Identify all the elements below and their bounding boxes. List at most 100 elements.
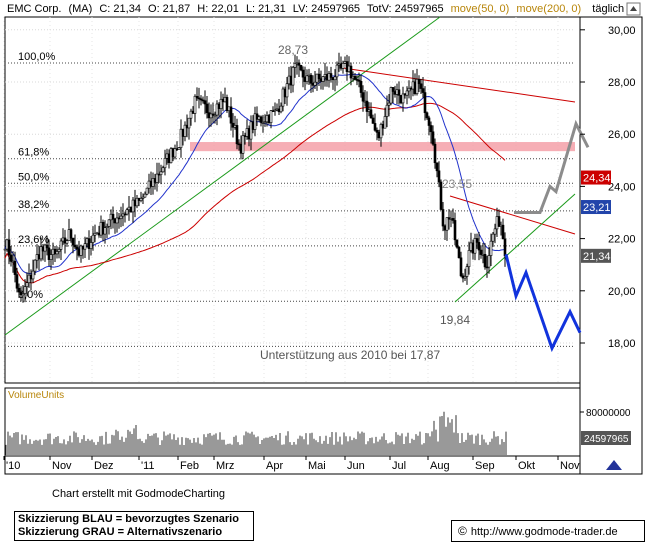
candle-body <box>15 274 19 289</box>
time-tick-label: Sep <box>475 460 495 472</box>
candle-body <box>229 106 233 124</box>
candle-body <box>31 270 35 280</box>
candle-body <box>211 113 215 116</box>
candle-body <box>121 213 125 217</box>
candle-body <box>441 209 445 227</box>
price-tag <box>581 170 611 185</box>
price-tick-label: 28,00 <box>608 77 636 89</box>
fib-label: 23,6% <box>18 234 49 246</box>
candle-body <box>193 95 197 114</box>
candle-body <box>269 110 273 123</box>
fib-label: 38,2% <box>18 199 49 211</box>
candle-body <box>389 87 393 104</box>
candle-body <box>473 238 477 254</box>
price-axis-frame <box>579 16 643 475</box>
candle-body <box>7 239 11 256</box>
time-tick-label: Mrz <box>216 460 234 472</box>
candle-body <box>497 216 501 227</box>
header-close: C: 21,34 <box>99 3 141 15</box>
candle-body <box>285 83 289 98</box>
candle-body <box>405 90 409 96</box>
candle-body <box>111 213 115 220</box>
time-tick-label: Okt <box>518 460 535 472</box>
candle-body <box>149 180 153 187</box>
fib-label: 0,0% <box>18 289 43 301</box>
candle-body <box>13 260 17 275</box>
candle-body <box>245 128 249 137</box>
time-tick-label: Jul <box>392 460 406 472</box>
candle-body <box>301 69 305 78</box>
fib-label: 100,0% <box>18 51 56 63</box>
source-text: © http://www.godmode-trader.de <box>458 524 618 538</box>
candle-body <box>55 251 59 255</box>
candle-body <box>135 197 139 207</box>
candle-body <box>81 245 85 250</box>
candle-body <box>445 217 449 231</box>
source-url[interactable]: http://www.godmode-trader.de <box>470 526 618 538</box>
candle-body <box>191 110 195 114</box>
scenario-blue-path <box>504 253 582 353</box>
candle-body <box>181 128 185 137</box>
candle-body <box>207 112 211 119</box>
candle-body <box>199 98 203 101</box>
candle-body <box>131 199 135 213</box>
price-tag-label: 21,34 <box>583 251 611 263</box>
candle-body <box>167 153 171 164</box>
candle-body <box>69 229 73 239</box>
header-open: O: 21,87 <box>148 3 190 15</box>
resistance-zone <box>190 142 575 152</box>
trendline-layer <box>4 16 576 336</box>
candle-body <box>359 81 363 93</box>
short-support-trendline <box>454 193 576 303</box>
navigator-icon[interactable] <box>606 460 622 470</box>
time-tick-label: Apr <box>266 460 283 472</box>
candle-body <box>385 104 389 117</box>
candle-body <box>305 75 309 82</box>
candle-body <box>237 143 241 146</box>
candle-body <box>253 113 257 130</box>
candle-body <box>133 199 137 207</box>
header-ma: (MA) <box>68 3 92 15</box>
scenario-legend: Skizzierung BLAU = bevorzugtes Szenario … <box>14 511 254 541</box>
ma200-line <box>4 102 506 284</box>
volume-label: VolumeUnits <box>8 390 64 401</box>
candle-body <box>457 246 461 259</box>
header-interval: täglich <box>592 3 624 15</box>
candle-body <box>17 287 21 293</box>
candle-body <box>109 213 113 221</box>
header-low: L: 21,31 <box>246 3 286 15</box>
candle-body <box>171 148 175 158</box>
candle-body <box>49 254 53 260</box>
candle-body <box>341 63 345 69</box>
candle-body <box>9 254 13 262</box>
candle-body <box>421 88 425 93</box>
candle-body <box>247 128 251 140</box>
price-tick-label: 26,00 <box>608 129 636 141</box>
candle-body <box>455 239 459 248</box>
header-lv: LV: 24597965 <box>293 3 360 15</box>
candle-body <box>249 121 253 140</box>
candle-body <box>503 238 507 257</box>
candle-body <box>153 178 157 183</box>
annotation-mid: 23,55 <box>442 177 472 191</box>
candle-body <box>139 198 143 201</box>
candle-body <box>89 242 93 249</box>
header-ma50: move(50, 0) <box>451 3 510 15</box>
candle-body <box>91 234 95 243</box>
candle-body <box>365 100 369 112</box>
candle-body <box>119 215 123 219</box>
candle-body <box>57 249 61 252</box>
candle-body <box>371 117 375 124</box>
candle-body <box>369 109 373 119</box>
candle-body <box>333 76 337 81</box>
candle-body <box>477 242 481 251</box>
candle-body <box>361 92 365 102</box>
candle-body <box>197 97 201 100</box>
candle-body <box>195 95 199 99</box>
candle-body <box>155 173 159 183</box>
annotation-low: 19,84 <box>440 313 470 327</box>
time-tick-label: '10 <box>6 460 20 472</box>
candle-body <box>221 98 225 103</box>
candle-body <box>357 79 361 82</box>
candle-body <box>483 253 487 268</box>
